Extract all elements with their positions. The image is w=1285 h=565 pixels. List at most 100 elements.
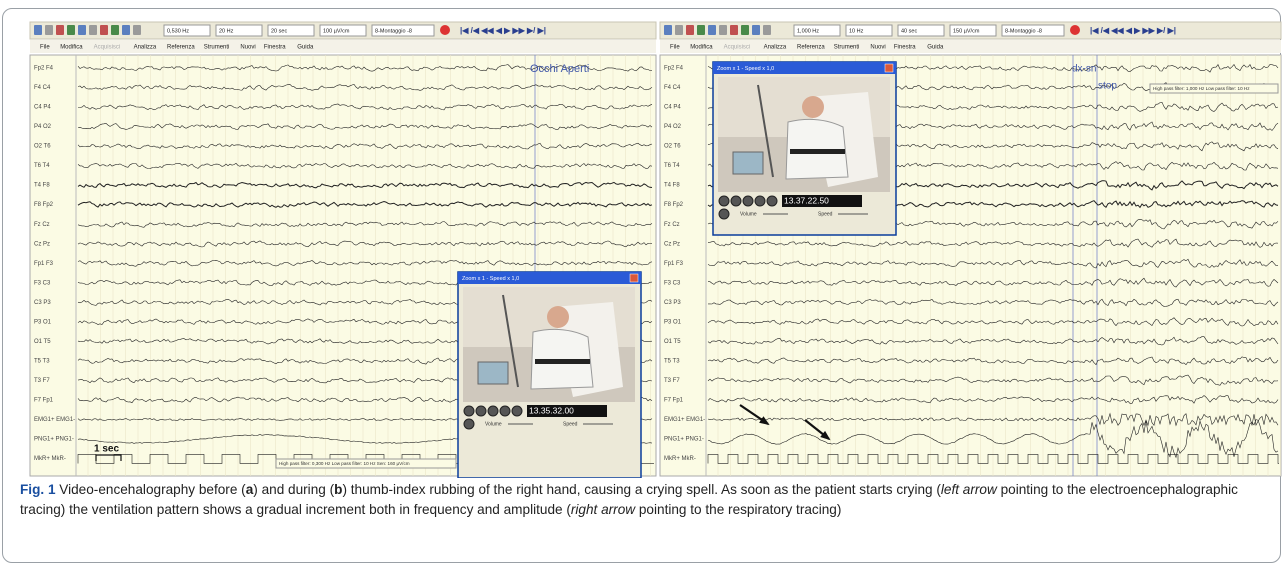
channel-label: PNG1+ PNG1-: [34, 437, 74, 443]
caption-segment: right arrow: [571, 502, 635, 517]
toolbar-icon: [675, 25, 683, 35]
channel-label: F8 Fp2: [664, 202, 684, 208]
channel-label: C4 P4: [664, 105, 681, 111]
menu-item: Referenza: [167, 45, 195, 51]
channel-label: T4 F8: [34, 183, 50, 189]
video-volume-label: Volume: [485, 421, 502, 427]
menu-item: Modifica: [60, 45, 83, 51]
caption-segment: ) thumb-index rubbing of the right hand,…: [342, 482, 940, 497]
toolbar-value: 8-Montaggio -8: [375, 28, 412, 34]
video-button: [464, 406, 474, 416]
toolbar-value: 0,530 Hz: [167, 28, 189, 34]
caption-segment: left arrow: [941, 482, 997, 497]
menu-item: Nuovi: [870, 45, 885, 51]
toolbar-icon: [34, 25, 42, 35]
video-device: [478, 362, 508, 384]
channel-label: EMG1+ EMG1-: [34, 417, 75, 423]
video-button: [731, 196, 741, 206]
video-button: [719, 209, 729, 219]
channel-label: F3 C3: [34, 280, 51, 286]
toolbar-value: 100 µV/cm: [323, 28, 350, 34]
video-volume-label: Volume: [740, 211, 757, 217]
video-button: [719, 196, 729, 206]
channel-label: T5 T3: [664, 358, 680, 364]
toolbar-icon: [122, 25, 130, 35]
menu-item: Finestra: [264, 45, 286, 51]
toolbar-icon: [45, 25, 53, 35]
channel-label: C3 P3: [664, 300, 681, 306]
channel-label: Fz Cz: [664, 222, 680, 228]
video-close: [630, 274, 638, 282]
channel-label: P4 O2: [664, 124, 682, 130]
channel-label: O1 T5: [664, 339, 681, 345]
video-button: [488, 406, 498, 416]
video-close: [885, 64, 893, 72]
annotation: Occhi Aperti: [530, 63, 589, 75]
menu-item: Strumenti: [204, 45, 230, 51]
menu-item: Guida: [927, 45, 944, 51]
channel-label: P3 O1: [664, 319, 682, 325]
video-button: [755, 196, 765, 206]
toolbar-value: 10 Hz: [849, 28, 864, 34]
toolbar-icon: [697, 25, 705, 35]
menu-item: Guida: [297, 45, 314, 51]
toolbar-icon: [67, 25, 75, 35]
menu-item: Analizza: [134, 45, 157, 51]
video-button: [476, 406, 486, 416]
toolbar-icon: [763, 25, 771, 35]
channel-label: EMG1+ EMG1-: [664, 417, 705, 423]
video-time: 13.37.22.50: [784, 195, 829, 205]
toolbar-value: 8-Montaggio -8: [1005, 28, 1042, 34]
toolbar-icon: [78, 25, 86, 35]
caption-segment: ) and during (: [253, 482, 334, 497]
channel-label: Fp1 F3: [664, 261, 684, 267]
menu-item: File: [670, 45, 680, 51]
toolbar-value: 150 µV/cm: [953, 28, 980, 34]
channel-label: C4 P4: [34, 105, 51, 111]
video-speed-label: Speed: [563, 421, 578, 427]
video-speed-label: Speed: [818, 211, 833, 217]
toolbar-icon: [752, 25, 760, 35]
toolbar-icon: [719, 25, 727, 35]
channel-label: Fp2 F4: [34, 66, 54, 72]
video-title: Zoom x 1 - Speed x 1,0: [717, 66, 774, 72]
channel-label: C3 P3: [34, 300, 51, 306]
channel-label: Fz Cz: [34, 222, 50, 228]
toolbar-stop: [1070, 25, 1080, 35]
toolbar-icon: [56, 25, 64, 35]
channel-label: Cz Pz: [34, 241, 50, 247]
channel-label: F3 C3: [664, 280, 681, 286]
menu-item: File: [40, 45, 50, 51]
channel-label: T3 F7: [34, 378, 50, 384]
toolbar-stop: [440, 25, 450, 35]
toolbar-icon: [100, 25, 108, 35]
toolbar-value: 20 Hz: [219, 28, 234, 34]
caption-segment: pointing to the respiratory tracing): [635, 502, 841, 517]
caption: Fig. 1 Video-encehalography before (a) a…: [20, 480, 1275, 520]
channel-label: O1 T5: [34, 339, 51, 345]
menu-item: Strumenti: [834, 45, 860, 51]
menu-bar: [660, 40, 1281, 53]
filter-note: High pass filter: 0,300 Hz Low pass filt…: [279, 461, 410, 466]
channel-label: P3 O1: [34, 319, 52, 325]
toolbar-icon: [133, 25, 141, 35]
channel-label: MkR+ MkR-: [34, 456, 66, 462]
video-button: [743, 196, 753, 206]
scale-label: 1 sec: [94, 444, 119, 455]
toolbar-icon: [730, 25, 738, 35]
video-button: [767, 196, 777, 206]
channel-label: Cz Pz: [664, 241, 680, 247]
channel-label: F4 C4: [34, 85, 51, 91]
channel-label: Fp1 F3: [34, 261, 54, 267]
channel-label: T5 T3: [34, 358, 50, 364]
channel-label: T6 T4: [664, 163, 680, 169]
page: 0,530 Hz20 Hz20 sec100 µV/cm8-Montaggio …: [0, 0, 1285, 565]
menu-item: Acquisisci: [94, 45, 121, 51]
filter-note: High pass filter: 1,000 Hz Low pass filt…: [1153, 86, 1250, 91]
video-time: 13.35.32.00: [529, 405, 574, 415]
toolbar-icon: [89, 25, 97, 35]
channel-label: P4 O2: [34, 124, 52, 130]
toolbar-icon: [664, 25, 672, 35]
video-button: [500, 406, 510, 416]
channel-label: F8 Fp2: [34, 202, 54, 208]
